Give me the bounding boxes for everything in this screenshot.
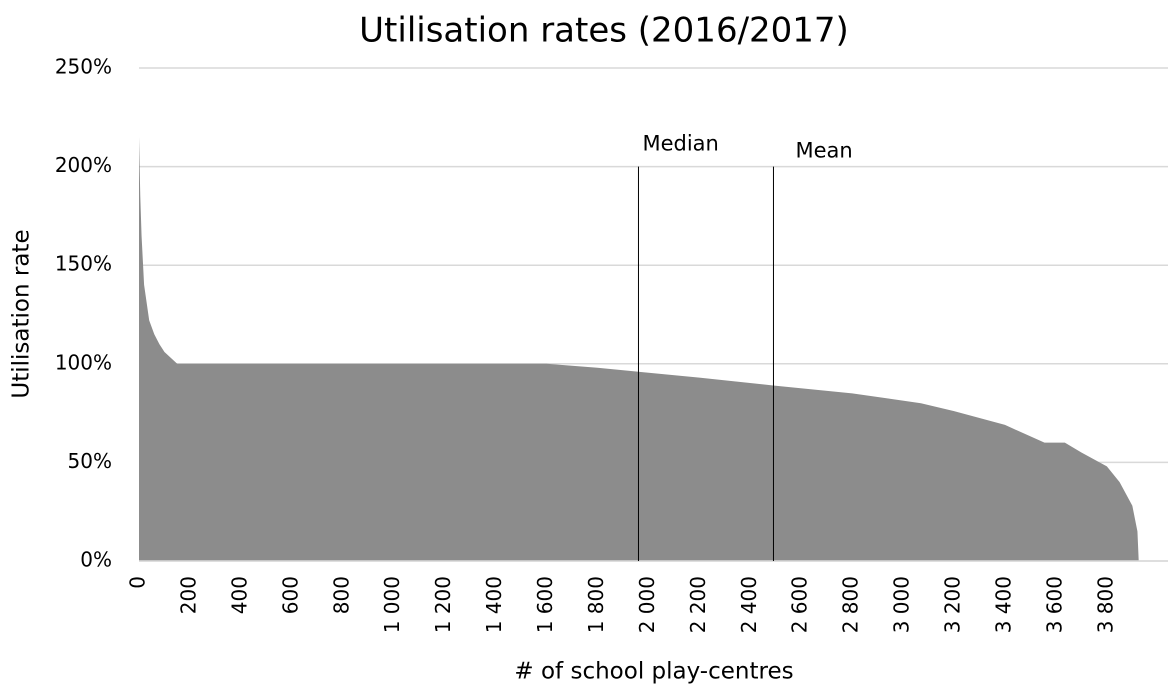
x-tick-label: 3 000 [890,576,914,633]
y-tick-label: 50% [68,449,112,473]
area [139,137,1139,561]
annotation-label: Mean [795,139,852,163]
x-tick-label: 1 400 [482,576,506,633]
x-tick-label: 800 [329,576,353,614]
y-tick-label: 250% [55,55,112,79]
x-tick-label: 3 600 [1042,576,1066,633]
chart-title: Utilisation rates (2016/2017) [359,11,849,51]
x-tick-label: 400 [227,576,251,614]
x-tick-label: 2 400 [737,576,761,633]
x-tick-label: 3 200 [941,576,965,633]
x-tick-label: 2 200 [686,576,710,633]
y-tick-label: 0% [80,548,112,572]
x-tick-label: 1 800 [584,576,608,633]
y-axis-label: Utilisation rate [9,229,35,398]
x-tick-label: 2 800 [839,576,863,633]
x-tick-label: 1 000 [380,576,404,633]
x-tick-label: 600 [278,576,302,614]
y-tick-label: 150% [55,252,112,276]
x-axis-label: # of school play-centres [514,659,793,685]
y-tick-label: 100% [55,350,112,374]
x-tick-label: 200 [176,576,200,614]
x-tick-label: 0 [126,576,150,589]
x-tick-label: 1 600 [533,576,557,633]
x-tick-label: 1 200 [431,576,455,633]
x-tick-label: 2 000 [635,576,659,633]
annotation-label: Median [642,132,718,156]
y-tick-label: 200% [55,153,112,177]
x-tick-label: 2 600 [788,576,812,633]
x-tick-label: 3 800 [1093,576,1117,633]
x-tick-label: 3 400 [991,576,1015,633]
